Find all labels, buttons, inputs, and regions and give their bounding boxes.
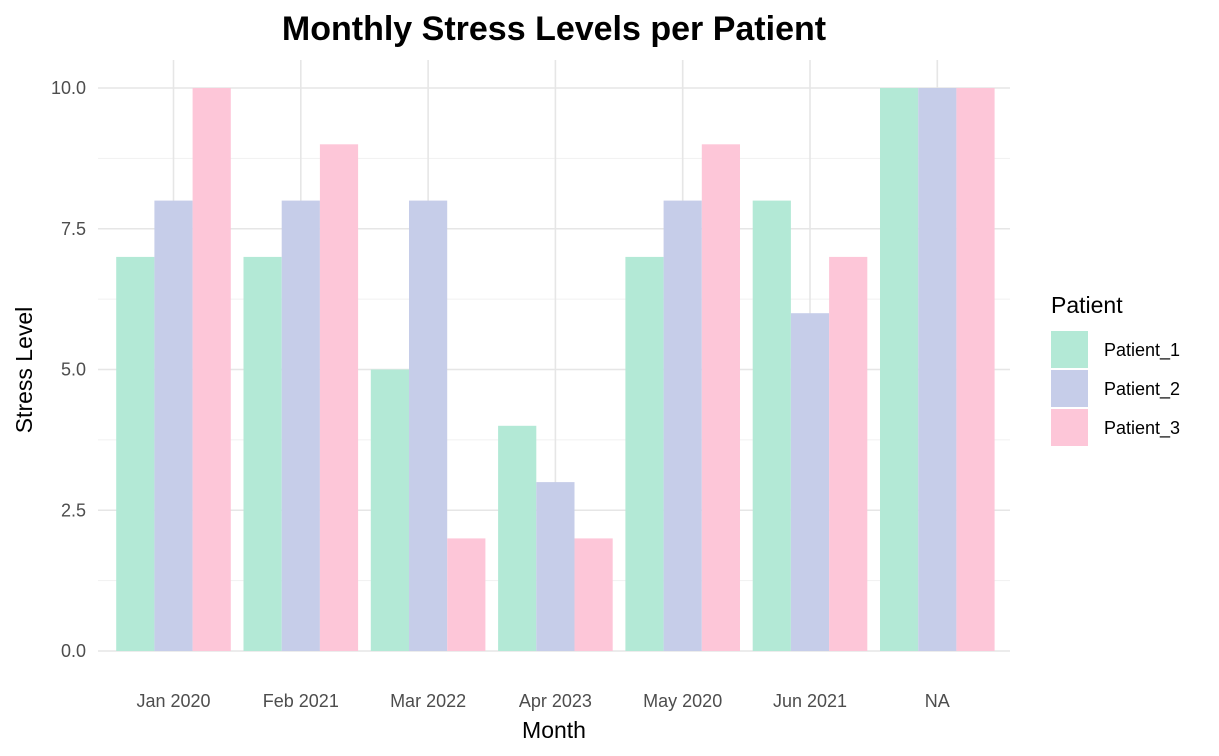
y-tick-label: 0.0 bbox=[61, 641, 86, 661]
legend-swatch-patient-2 bbox=[1051, 370, 1088, 407]
x-axis-ticks: Jan 2020 Feb 2021 Mar 2022 Apr 2023 May 2020… bbox=[136, 691, 949, 711]
legend-label-patient-3: Patient_3 bbox=[1104, 418, 1180, 439]
bars bbox=[116, 88, 995, 652]
chart-title: Monthly Stress Levels per Patient bbox=[282, 10, 826, 48]
x-tick-label: Apr 2023 bbox=[519, 691, 592, 711]
legend-swatch-patient-3 bbox=[1051, 409, 1088, 446]
x-tick-label: Feb 2021 bbox=[263, 691, 339, 711]
bar-patient-2-apr-2023 bbox=[536, 482, 575, 651]
bar-patient-1-jun-2021 bbox=[752, 200, 791, 651]
y-axis-ticks: 0.0 2.5 5.0 7.5 10.0 bbox=[51, 78, 86, 661]
bar-patient-1-na bbox=[880, 88, 919, 651]
bar-patient-2-jun-2021 bbox=[790, 313, 830, 651]
y-tick-label: 7.5 bbox=[61, 219, 86, 239]
legend: Patient Patient_1 Patient_2 Patient_3 bbox=[1051, 292, 1180, 446]
x-tick-label: NA bbox=[925, 691, 950, 711]
bar-patient-3-may-2020 bbox=[701, 144, 740, 652]
x-tick-label: Jun 2021 bbox=[773, 691, 847, 711]
bar-patient-3-apr-2023 bbox=[574, 538, 613, 651]
bar-patient-3-feb-2021 bbox=[319, 144, 359, 652]
legend-label-patient-1: Patient_1 bbox=[1104, 340, 1180, 361]
x-axis-title: Month bbox=[522, 717, 586, 743]
legend-title: Patient bbox=[1051, 292, 1123, 318]
y-axis-title: Stress Level bbox=[11, 307, 37, 434]
legend-label-patient-2: Patient_2 bbox=[1104, 379, 1180, 400]
bar-patient-1-mar-2022 bbox=[370, 369, 409, 651]
bar-patient-1-may-2020 bbox=[625, 256, 664, 651]
y-tick-label: 5.0 bbox=[61, 360, 86, 380]
y-tick-label: 2.5 bbox=[61, 500, 86, 520]
bar-patient-2-may-2020 bbox=[663, 200, 702, 651]
bar-patient-1-jan-2020 bbox=[116, 256, 155, 651]
bar-patient-3-jan-2020 bbox=[192, 88, 231, 651]
bar-patient-2-feb-2021 bbox=[281, 200, 320, 651]
x-tick-label: Mar 2022 bbox=[390, 691, 466, 711]
bar-patient-1-apr-2023 bbox=[498, 425, 537, 651]
bar-patient-2-na bbox=[918, 88, 957, 651]
y-tick-label: 10.0 bbox=[51, 78, 86, 98]
bar-patient-2-jan-2020 bbox=[154, 200, 193, 651]
bar-patient-3-mar-2022 bbox=[447, 538, 486, 651]
x-tick-label: May 2020 bbox=[643, 691, 722, 711]
bar-patient-3-jun-2021 bbox=[829, 256, 868, 651]
x-tick-label: Jan 2020 bbox=[136, 691, 210, 711]
bar-patient-1-feb-2021 bbox=[243, 256, 282, 651]
bar-patient-3-na bbox=[956, 88, 995, 651]
bar-patient-2-mar-2022 bbox=[409, 200, 448, 651]
legend-swatch-patient-1 bbox=[1051, 331, 1088, 368]
